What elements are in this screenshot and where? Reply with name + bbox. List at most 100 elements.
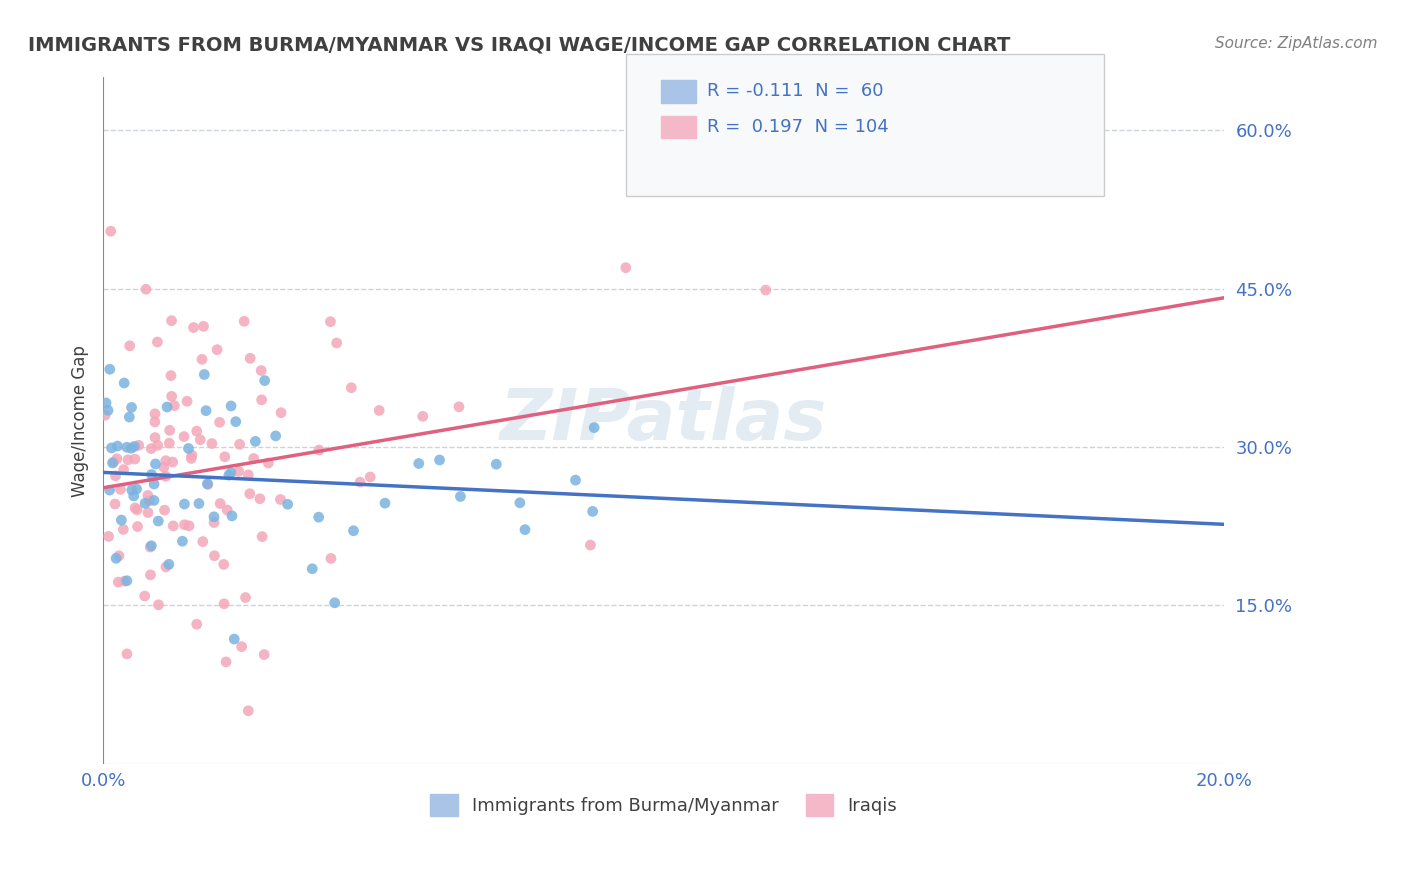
Point <box>177 518 200 533</box>
Point <box>101 456 124 470</box>
Point <box>139 540 162 554</box>
Point <box>97 529 120 543</box>
Point <box>120 441 142 455</box>
Point <box>153 503 176 517</box>
Point <box>146 438 169 452</box>
Point <box>239 487 262 501</box>
Point <box>100 441 122 455</box>
Point <box>117 452 139 467</box>
Point <box>253 374 276 388</box>
Point <box>412 409 434 424</box>
Point <box>253 648 276 662</box>
Point <box>121 401 143 415</box>
Point <box>208 415 231 429</box>
Point <box>107 575 129 590</box>
Point <box>193 368 215 382</box>
Point <box>180 448 202 462</box>
Point <box>105 551 128 566</box>
Point <box>148 598 170 612</box>
Point <box>509 496 531 510</box>
Point <box>127 503 149 517</box>
Point <box>159 423 181 437</box>
Point <box>114 574 136 589</box>
Point <box>250 363 273 377</box>
Point <box>231 640 253 654</box>
Point <box>110 513 132 527</box>
Point <box>233 314 256 328</box>
Text: IMMIGRANTS FROM BURMA/MYANMAR VS IRAQI WAGE/INCOME GAP CORRELATION CHART: IMMIGRANTS FROM BURMA/MYANMAR VS IRAQI W… <box>28 36 1011 54</box>
Point <box>228 437 250 451</box>
Point <box>104 468 127 483</box>
Point <box>250 392 273 407</box>
Point <box>160 313 183 327</box>
Point <box>228 464 250 478</box>
Point <box>239 351 262 366</box>
Point <box>218 468 240 483</box>
Point <box>224 632 246 646</box>
Point <box>124 500 146 515</box>
Point <box>270 406 292 420</box>
Point <box>269 492 291 507</box>
Point <box>195 403 218 417</box>
Point <box>136 488 159 502</box>
Point <box>141 539 163 553</box>
Point <box>201 436 224 450</box>
Point <box>105 451 128 466</box>
Point <box>98 362 121 376</box>
Point <box>204 549 226 563</box>
Point <box>143 493 166 508</box>
Point <box>121 483 143 497</box>
Point <box>215 655 238 669</box>
Point <box>125 482 148 496</box>
Point <box>221 508 243 523</box>
Point <box>308 510 330 524</box>
Text: Source: ZipAtlas.com: Source: ZipAtlas.com <box>1215 36 1378 51</box>
Point <box>115 440 138 454</box>
Point <box>139 567 162 582</box>
Point <box>124 452 146 467</box>
Point <box>115 574 138 588</box>
Point <box>217 503 239 517</box>
Text: R = -0.111  N =  60: R = -0.111 N = 60 <box>707 82 884 100</box>
Point <box>143 407 166 421</box>
Point <box>155 560 177 574</box>
Point <box>94 396 117 410</box>
Point <box>319 315 342 329</box>
Point <box>115 647 138 661</box>
Point <box>104 497 127 511</box>
Point <box>202 516 225 530</box>
Point <box>235 591 257 605</box>
Point <box>163 399 186 413</box>
Point <box>187 497 209 511</box>
Point <box>349 475 371 490</box>
Point <box>374 496 396 510</box>
Point <box>368 403 391 417</box>
Point <box>359 470 381 484</box>
Point <box>183 320 205 334</box>
Point <box>186 424 208 438</box>
Point <box>138 494 160 508</box>
Point <box>342 524 364 538</box>
Point <box>157 436 180 450</box>
Point <box>173 517 195 532</box>
Point <box>103 455 125 469</box>
Point <box>146 334 169 349</box>
Point <box>191 534 214 549</box>
Point <box>143 415 166 429</box>
Point <box>197 477 219 491</box>
Point <box>122 489 145 503</box>
Point <box>614 260 637 275</box>
Point <box>157 558 180 572</box>
Point <box>112 522 135 536</box>
Point <box>308 443 330 458</box>
Y-axis label: Wage/Income Gap: Wage/Income Gap <box>72 344 89 497</box>
Point <box>429 453 451 467</box>
Point <box>128 438 150 452</box>
Point <box>124 439 146 453</box>
Point <box>219 466 242 480</box>
Point <box>153 460 176 475</box>
Point <box>277 497 299 511</box>
Legend: Immigrants from Burma/Myanmar, Iraqis: Immigrants from Burma/Myanmar, Iraqis <box>423 787 904 823</box>
Point <box>323 596 346 610</box>
Point <box>180 451 202 466</box>
